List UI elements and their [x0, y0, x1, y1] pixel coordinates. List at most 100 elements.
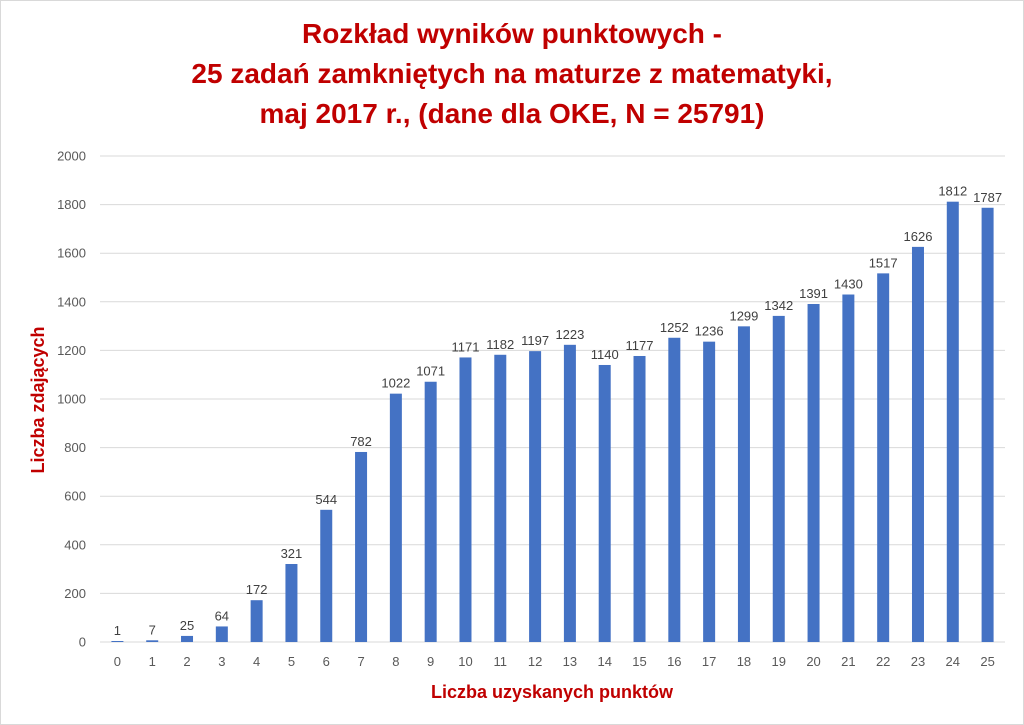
bar [146, 640, 159, 642]
data-label: 1236 [695, 324, 724, 339]
bar [842, 294, 855, 642]
bar [598, 364, 611, 642]
x-tick-label: 4 [253, 654, 260, 669]
x-tick-label: 21 [841, 654, 855, 669]
bar [737, 326, 750, 642]
bar [389, 393, 402, 642]
y-tick-label: 1000 [57, 392, 86, 407]
x-tick-label: 5 [288, 654, 295, 669]
bar [946, 201, 959, 642]
chart-title-line-2: 25 zadań zamkniętych na maturze z matema… [191, 58, 833, 89]
data-label: 1 [114, 623, 121, 638]
bar [563, 344, 576, 642]
y-tick-label: 400 [64, 537, 86, 552]
x-tick-label: 11 [494, 654, 508, 669]
x-tick-label: 0 [114, 654, 121, 669]
chart-title: Rozkład wyników punktowych - 25 zadań za… [0, 14, 1024, 134]
data-label: 321 [281, 546, 303, 561]
y-tick-label: 800 [64, 440, 86, 455]
data-label: 1391 [799, 286, 828, 301]
data-label: 1342 [764, 298, 793, 313]
data-label: 1171 [451, 339, 479, 354]
x-tick-label: 2 [183, 654, 190, 669]
bar [111, 641, 124, 642]
gridlines [100, 155, 1005, 643]
x-tick-label: 22 [876, 654, 890, 669]
data-label: 1177 [626, 338, 654, 353]
x-tick-label: 8 [392, 654, 399, 669]
x-tick-label: 17 [702, 654, 716, 669]
bar [181, 635, 194, 642]
data-label: 1071 [416, 364, 445, 379]
data-label: 25 [180, 618, 194, 633]
data-label: 172 [246, 582, 268, 597]
data-label: 7 [149, 622, 156, 637]
x-tick-label: 18 [737, 654, 751, 669]
x-tick-label: 15 [632, 654, 646, 669]
x-tick-label: 10 [458, 654, 472, 669]
data-label: 544 [315, 492, 337, 507]
chart-title-line-1: Rozkład wyników punktowych - [301, 18, 723, 49]
y-axis-title: Liczba zdających [28, 326, 48, 473]
bar [668, 337, 681, 642]
data-label: 1517 [869, 255, 898, 270]
x-tick-label: 19 [772, 654, 786, 669]
data-label: 1182 [486, 337, 514, 352]
bar [877, 273, 890, 642]
y-tick-label: 600 [64, 489, 86, 504]
x-tick-label: 13 [563, 654, 577, 669]
data-label: 1812 [938, 184, 967, 199]
bar [981, 207, 994, 642]
x-tick-label: 3 [218, 654, 225, 669]
data-label: 1787 [973, 190, 1002, 205]
bar [494, 354, 507, 642]
bar [285, 563, 298, 642]
bar [633, 355, 646, 642]
y-tick-label: 1800 [57, 197, 86, 212]
data-label: 782 [350, 434, 372, 449]
y-tick-label: 1200 [57, 343, 86, 358]
data-label: 1299 [729, 308, 758, 323]
y-tick-label: 200 [64, 586, 86, 601]
x-tick-label: 6 [323, 654, 330, 669]
x-tick-label: 20 [806, 654, 820, 669]
x-tick-label: 9 [427, 654, 434, 669]
x-tick-label: 24 [946, 654, 960, 669]
bar [424, 381, 437, 642]
y-axis-ticks: 0 200 400 600 800 1000 1200 1400 1600 1800 2000 [57, 149, 86, 650]
bar [320, 509, 333, 642]
bar [459, 357, 472, 642]
y-tick-label: 1400 [57, 294, 86, 309]
x-tick-label: 7 [357, 654, 364, 669]
data-label: 1626 [904, 229, 933, 244]
data-label: 1140 [591, 347, 619, 362]
data-label: 1197 [521, 333, 549, 348]
x-tick-label: 23 [911, 654, 925, 669]
bars [111, 201, 994, 642]
bar [355, 451, 368, 642]
x-tick-label: 14 [597, 654, 611, 669]
bar [807, 303, 820, 642]
data-label: 1430 [834, 277, 863, 292]
data-label: 64 [215, 608, 229, 623]
x-tick-label: 25 [980, 654, 994, 669]
bar [703, 341, 716, 642]
x-axis-ticks: 0 1 2 3 4 5 6 7 8 9 10 11 12 13 14 15 16 17 18 19 20 21 22 23 24… [114, 654, 995, 669]
data-label: 1022 [381, 376, 410, 391]
bar [772, 315, 785, 642]
x-tick-label: 1 [149, 654, 156, 669]
data-label: 1252 [660, 320, 689, 335]
y-tick-label: 1600 [57, 246, 86, 261]
data-labels: 1 7 25 64 172 321 544 782 1022 1071 1171 1182 1197 12… [114, 184, 1002, 638]
y-tick-label: 2000 [57, 149, 86, 164]
bar [911, 246, 924, 642]
bar [215, 626, 228, 642]
bar [529, 351, 542, 642]
chart-title-line-3: maj 2017 r., (dane dla OKE, N = 25791) [259, 98, 765, 129]
x-tick-label: 12 [528, 654, 542, 669]
data-label: 1223 [555, 327, 584, 342]
bar [250, 600, 263, 642]
x-axis-title: Liczba uzyskanych punktów [431, 682, 674, 702]
y-tick-label: 0 [79, 635, 86, 650]
